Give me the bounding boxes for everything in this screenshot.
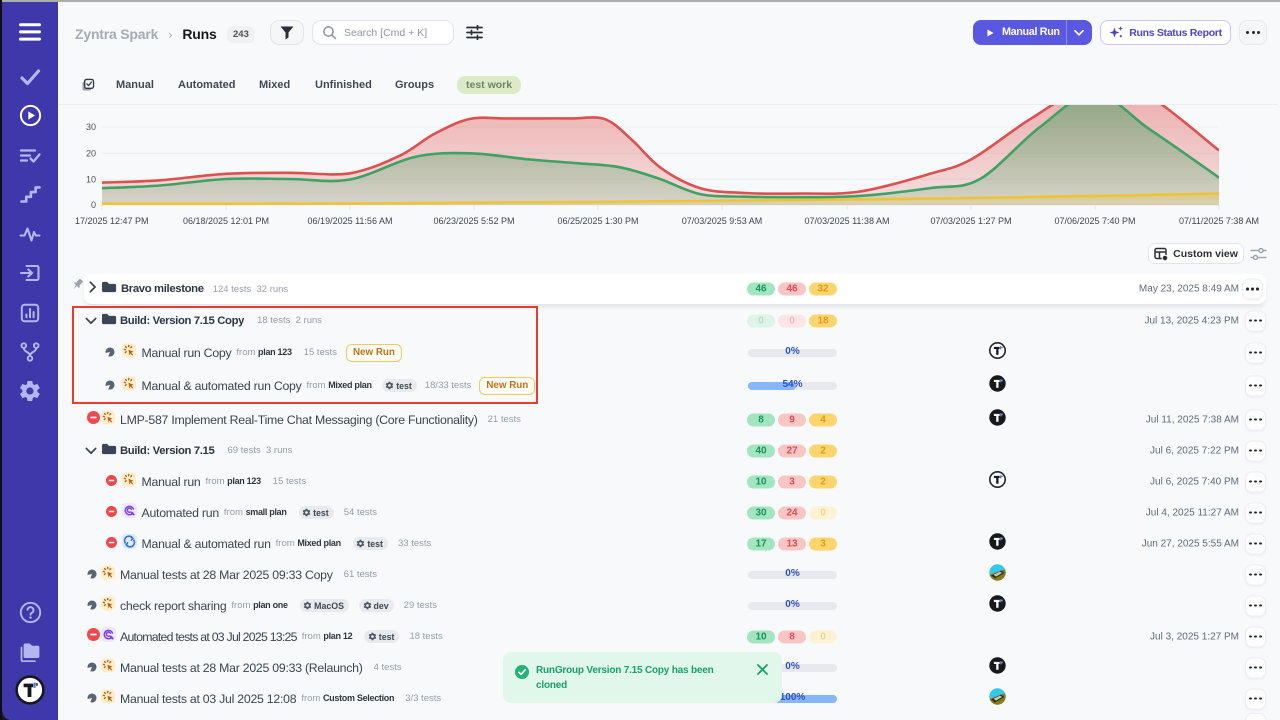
svg-text:06/19/2025 11:56 AM: 06/19/2025 11:56 AM	[308, 216, 393, 226]
svg-text:07/03/2025 9:53 AM: 07/03/2025 9:53 AM	[682, 216, 763, 226]
svg-text:06/23/2025 5:52 PM: 06/23/2025 5:52 PM	[433, 216, 514, 226]
svg-text:17/2025 12:47 PM: 17/2025 12:47 PM	[75, 216, 149, 226]
svg-text:20: 20	[86, 148, 96, 158]
svg-text:06/25/2025 1:30 PM: 06/25/2025 1:30 PM	[557, 216, 638, 226]
svg-text:10: 10	[86, 174, 96, 184]
svg-text:0: 0	[91, 200, 96, 210]
svg-text:07/06/2025 7:40 PM: 07/06/2025 7:40 PM	[1054, 216, 1135, 226]
svg-text:30: 30	[86, 122, 96, 132]
svg-text:06/18/2025 12:01 PM: 06/18/2025 12:01 PM	[183, 216, 269, 226]
svg-text:07/03/2025 11:38 AM: 07/03/2025 11:38 AM	[805, 216, 890, 226]
svg-text:07/03/2025 1:27 PM: 07/03/2025 1:27 PM	[930, 216, 1011, 226]
svg-text:07/11/2025 7:38 AM: 07/11/2025 7:38 AM	[1179, 216, 1259, 226]
